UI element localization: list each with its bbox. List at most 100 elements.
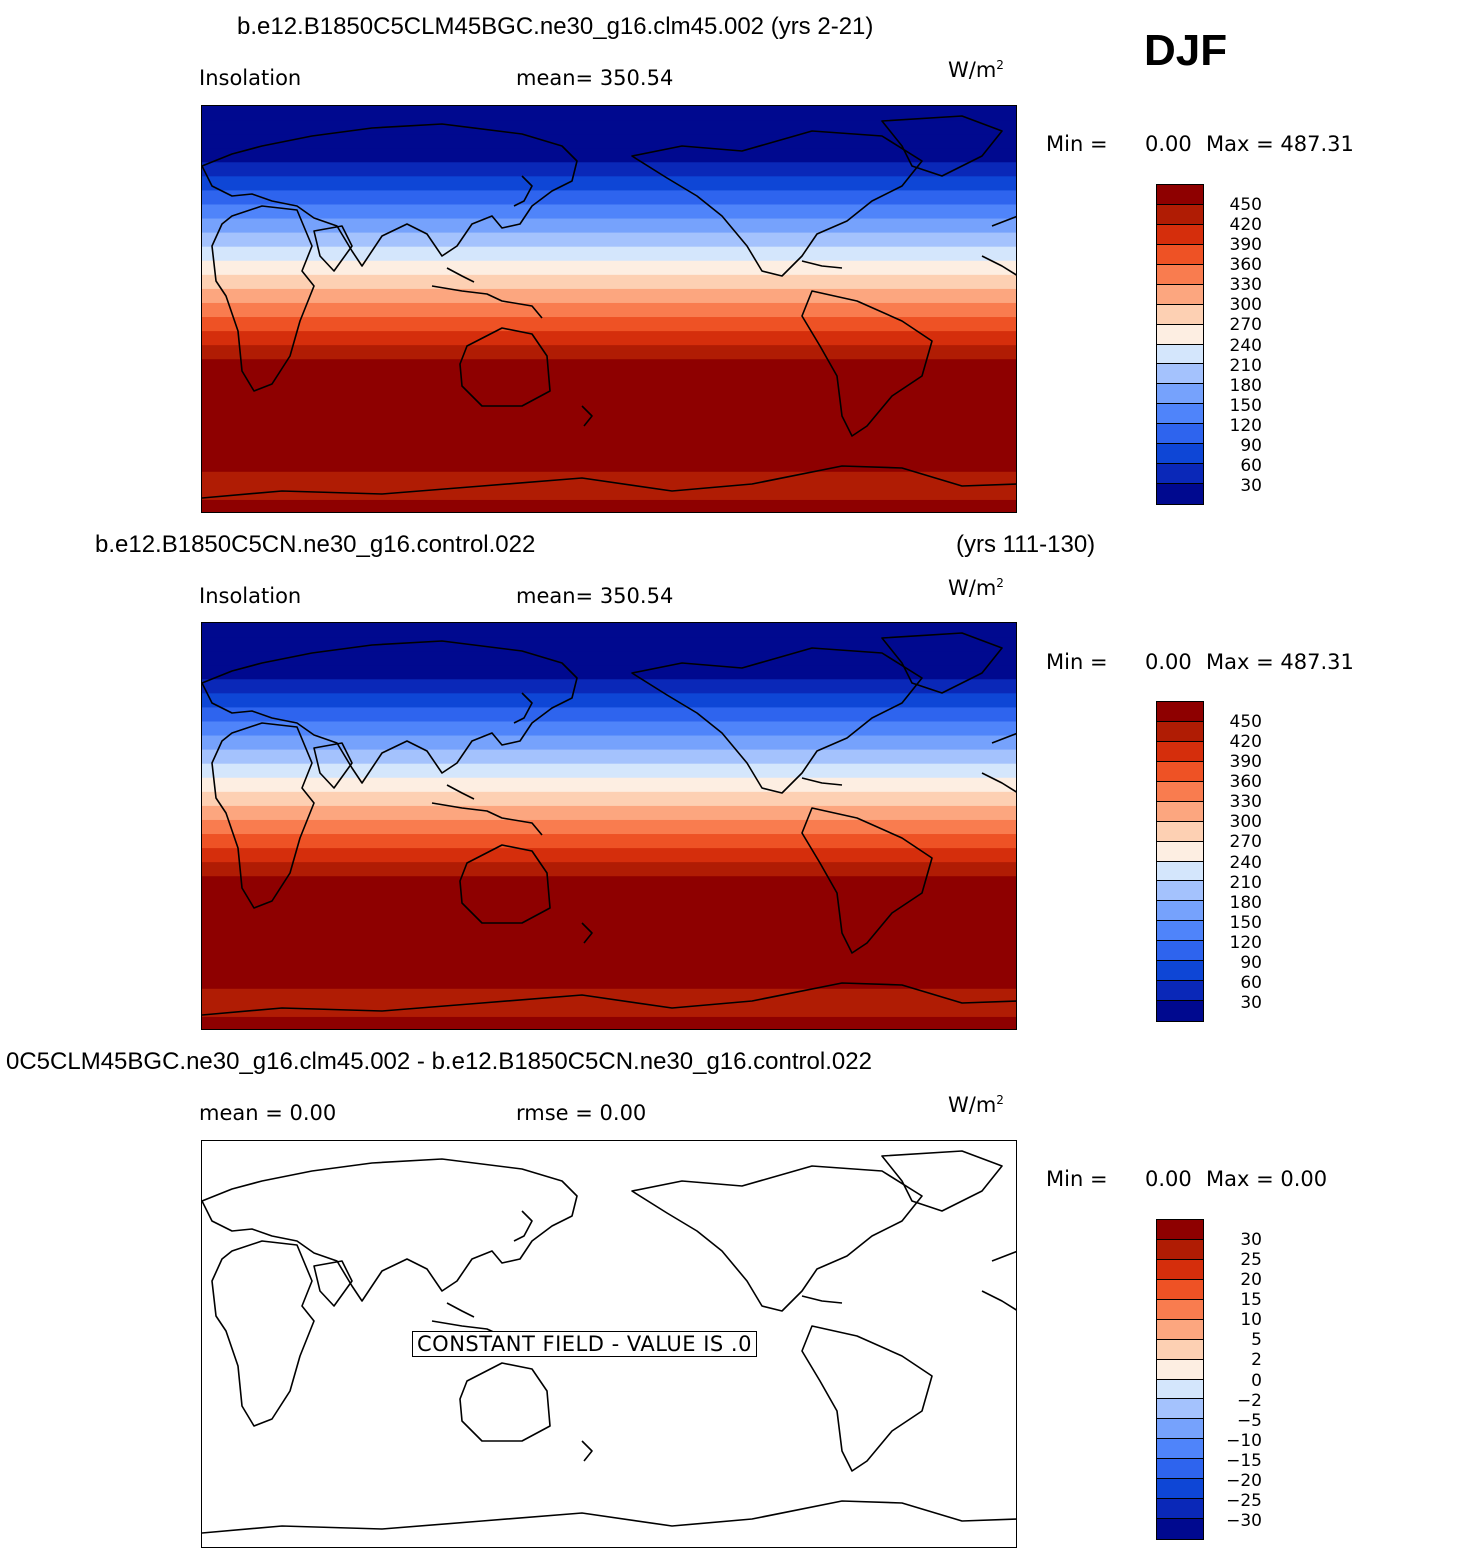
latitude-band — [202, 932, 1016, 948]
colorbar-swatch — [1157, 464, 1203, 485]
colorbar-swatch — [1157, 224, 1203, 245]
latitude-band — [202, 735, 1016, 751]
colorbar-tick-label: 150 — [1229, 395, 1262, 416]
colorbar-swatch — [1157, 1519, 1203, 1539]
latitude-band — [202, 918, 1016, 934]
colorbar-swatch — [1157, 444, 1203, 465]
colorbar-tick-label: 5 — [1251, 1330, 1262, 1351]
latitude-band — [202, 134, 1016, 149]
latitude-band — [202, 651, 1016, 666]
colorbar-swatch — [1157, 901, 1203, 922]
latitude-band — [202, 749, 1016, 765]
colorbar-swatch — [1157, 1459, 1203, 1480]
coastline — [801, 807, 933, 954]
latitude-band — [202, 317, 1016, 332]
colorbar-tick-label: 300 — [1229, 295, 1262, 316]
latitude-band — [202, 693, 1016, 709]
panel2-coastlines — [202, 632, 1016, 1016]
colorbar-tick-label: 30 — [1240, 992, 1262, 1013]
latitude-band — [202, 988, 1016, 1004]
coastline — [881, 115, 1003, 177]
latitude-band — [202, 232, 1016, 248]
panel1-min-label: Min = — [1046, 132, 1108, 156]
coastline — [981, 255, 1016, 276]
latitude-band — [202, 721, 1016, 737]
latitude-band — [202, 274, 1016, 290]
colorbar-swatch — [1157, 1319, 1203, 1340]
colorbar-tick-label: −5 — [1236, 1410, 1262, 1431]
latitude-band — [202, 162, 1016, 177]
colorbar-tick-label: 330 — [1229, 275, 1262, 296]
colorbar-tick-label: 120 — [1229, 932, 1262, 953]
panel3-max-label: Max = 0.00 — [1206, 1167, 1328, 1191]
colorbar-swatch — [1157, 264, 1203, 285]
colorbar-tick-label: 450 — [1229, 712, 1262, 733]
panel2-map — [201, 622, 1017, 1030]
colorbar-swatch — [1157, 981, 1203, 1002]
colorbar-tick-label: 30 — [1240, 1230, 1262, 1251]
latitude-band — [202, 190, 1016, 206]
colorbar-tick-label: 120 — [1229, 415, 1262, 436]
panel3-units: W/m2 — [948, 1093, 1004, 1117]
colorbar-tick-label: 390 — [1229, 752, 1262, 773]
colorbar-tick-label: 360 — [1229, 772, 1262, 793]
coastline — [446, 267, 475, 283]
colorbar-tick-label: 390 — [1229, 235, 1262, 256]
coastline — [991, 215, 1016, 227]
panel1-mean-label: mean= 350.54 — [516, 66, 674, 90]
latitude-band — [202, 471, 1016, 487]
colorbar-swatch — [1157, 1479, 1203, 1500]
colorbar-swatch — [1157, 1259, 1203, 1280]
colorbar-tick-label: −15 — [1226, 1450, 1262, 1471]
latitude-band — [202, 302, 1016, 318]
season-label: DJF — [1144, 26, 1228, 75]
latitude-band — [202, 148, 1016, 163]
coastline — [313, 225, 353, 272]
coastline — [881, 1150, 1003, 1212]
colorbar-swatch — [1157, 424, 1203, 445]
colorbar-swatch — [1157, 702, 1203, 722]
latitude-band — [202, 359, 1016, 374]
colorbar-tick-label: −2 — [1236, 1390, 1262, 1411]
colorbar-swatch — [1157, 204, 1203, 225]
coastline — [513, 1210, 533, 1242]
colorbar-swatch — [1157, 384, 1203, 405]
latitude-band — [202, 904, 1016, 920]
panel1-map — [201, 105, 1017, 513]
colorbar-tick-label: 270 — [1229, 315, 1262, 336]
colorbar-tick-label: −30 — [1226, 1510, 1262, 1531]
colorbar-tick-label: 420 — [1229, 732, 1262, 753]
latitude-band — [202, 946, 1016, 962]
coastline — [202, 982, 1016, 1016]
latitude-band — [202, 218, 1016, 234]
latitude-band — [202, 176, 1016, 192]
colorbar-swatch — [1157, 781, 1203, 802]
colorbar-swatch — [1157, 761, 1203, 782]
latitude-band — [202, 485, 1016, 501]
colorbar-swatch — [1157, 1379, 1203, 1400]
coastline — [431, 802, 543, 836]
latitude-band — [202, 246, 1016, 262]
colorbar-tick-label: 60 — [1240, 972, 1262, 993]
colorbar-tick-label: 450 — [1229, 195, 1262, 216]
colorbar-swatch — [1157, 801, 1203, 822]
latitude-band — [202, 204, 1016, 220]
coastline — [211, 1240, 315, 1427]
colorbar-tick-label: 210 — [1229, 872, 1262, 893]
colorbar-tick-label: −10 — [1226, 1430, 1262, 1451]
latitude-band — [202, 763, 1016, 779]
colorbar-swatch — [1157, 1239, 1203, 1260]
coastline — [202, 123, 578, 267]
panel2-min-label: Min = — [1046, 650, 1108, 674]
colorbar-tick-label: 180 — [1229, 375, 1262, 396]
latitude-band — [202, 387, 1016, 403]
panel3-colorbar — [1156, 1219, 1204, 1540]
latitude-band — [202, 834, 1016, 849]
coastline — [202, 640, 578, 784]
panel2-title: b.e12.B1850C5CN.ne30_g16.control.022 — [95, 531, 536, 558]
coastline — [431, 285, 543, 319]
colorbar-swatch — [1157, 344, 1203, 365]
latitude-band — [202, 457, 1016, 473]
latitude-band — [202, 805, 1016, 821]
coastline — [581, 1440, 593, 1462]
